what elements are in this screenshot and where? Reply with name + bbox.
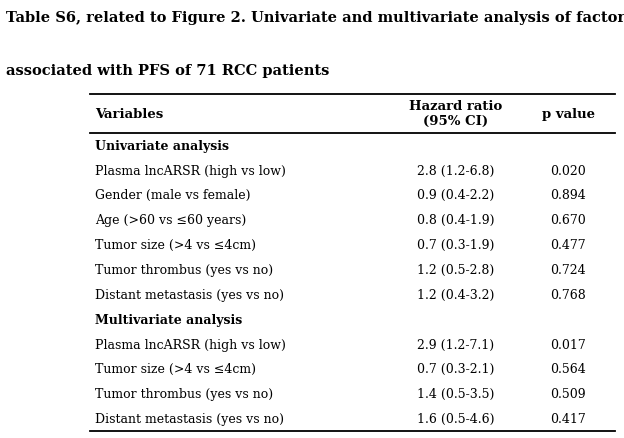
Text: 1.2 (0.4-3.2): 1.2 (0.4-3.2): [417, 288, 494, 301]
Text: 0.020: 0.020: [550, 164, 586, 177]
Text: 0.9 (0.4-2.2): 0.9 (0.4-2.2): [417, 189, 494, 202]
Text: 0.7 (0.3-2.1): 0.7 (0.3-2.1): [417, 363, 494, 375]
Text: 0.417: 0.417: [550, 412, 586, 425]
Text: 1.6 (0.5-4.6): 1.6 (0.5-4.6): [417, 412, 494, 425]
Text: (95% CI): (95% CI): [423, 115, 488, 127]
Text: Tumor thrombus (yes vs no): Tumor thrombus (yes vs no): [95, 387, 273, 400]
Text: Age (>60 vs ≤60 years): Age (>60 vs ≤60 years): [95, 214, 246, 227]
Text: Tumor size (>4 vs ≤4cm): Tumor size (>4 vs ≤4cm): [95, 363, 256, 375]
Text: Univariate analysis: Univariate analysis: [95, 139, 229, 152]
Text: 0.509: 0.509: [550, 387, 586, 400]
Text: 1.4 (0.5-3.5): 1.4 (0.5-3.5): [417, 387, 494, 400]
Text: Gender (male vs female): Gender (male vs female): [95, 189, 250, 202]
Text: 0.477: 0.477: [550, 239, 586, 251]
Text: 1.2 (0.5-2.8): 1.2 (0.5-2.8): [417, 263, 494, 276]
Text: Multivariate analysis: Multivariate analysis: [95, 313, 242, 326]
Text: Distant metastasis (yes vs no): Distant metastasis (yes vs no): [95, 288, 284, 301]
Text: 0.8 (0.4-1.9): 0.8 (0.4-1.9): [417, 214, 494, 227]
Text: 0.564: 0.564: [550, 363, 586, 375]
Text: Plasma lncARSR (high vs low): Plasma lncARSR (high vs low): [95, 164, 286, 177]
Text: 2.8 (1.2-6.8): 2.8 (1.2-6.8): [417, 164, 494, 177]
Text: 0.724: 0.724: [550, 263, 586, 276]
Text: 0.768: 0.768: [550, 288, 586, 301]
Text: Distant metastasis (yes vs no): Distant metastasis (yes vs no): [95, 412, 284, 425]
Text: Plasma lncARSR (high vs low): Plasma lncARSR (high vs low): [95, 338, 286, 351]
Text: 2.9 (1.2-7.1): 2.9 (1.2-7.1): [417, 338, 494, 351]
Text: 0.7 (0.3-1.9): 0.7 (0.3-1.9): [417, 239, 494, 251]
Text: 0.017: 0.017: [550, 338, 586, 351]
Text: Tumor thrombus (yes vs no): Tumor thrombus (yes vs no): [95, 263, 273, 276]
Text: 0.670: 0.670: [550, 214, 586, 227]
Text: 0.894: 0.894: [550, 189, 586, 202]
Text: Hazard ratio: Hazard ratio: [409, 100, 502, 113]
Text: Tumor size (>4 vs ≤4cm): Tumor size (>4 vs ≤4cm): [95, 239, 256, 251]
Text: p value: p value: [542, 108, 595, 120]
Text: Table S6, related to Figure 2. Univariate and multivariate analysis of factors: Table S6, related to Figure 2. Univariat…: [6, 11, 624, 25]
Text: associated with PFS of 71 RCC patients: associated with PFS of 71 RCC patients: [6, 64, 329, 78]
Text: Variables: Variables: [95, 108, 163, 120]
